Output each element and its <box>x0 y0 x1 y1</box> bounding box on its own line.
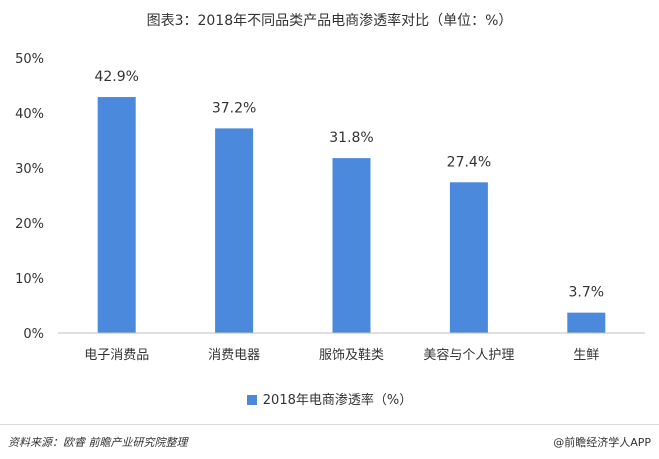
x-tick-label: 服饰及鞋类 <box>319 347 384 363</box>
y-tick-label: 20% <box>15 217 44 232</box>
y-tick-label: 10% <box>15 272 44 287</box>
source-note: 资料来源：欧睿 前瞻产业研究院整理 <box>8 436 188 449</box>
legend: 2018年电商渗透率（%） <box>0 389 659 408</box>
y-tick-label: 30% <box>15 162 44 177</box>
chart-title: 图表3：2018年不同品类产品电商渗透率对比（单位：%） <box>146 13 513 29</box>
bar-chart: 0% 10% 20% 30% 40% 50% 42.9% 37.2% 31.8% 27.4% 3.… <box>15 52 645 363</box>
x-tick-label: 美容与个人护理 <box>423 347 514 363</box>
x-tick-label: 消费电器 <box>208 348 260 363</box>
bar <box>215 128 254 333</box>
bars <box>97 97 606 333</box>
y-tick-label: 0% <box>23 327 44 342</box>
value-labels: 42.9% 37.2% 31.8% 27.4% 3.7% <box>94 69 604 301</box>
brand-label: @前瞻经济学人APP <box>553 436 651 449</box>
y-axis: 0% 10% 20% 30% 40% 50% <box>15 52 44 342</box>
data-label: 42.9% <box>94 69 138 85</box>
x-tick-label: 生鲜 <box>573 348 599 363</box>
bar <box>97 97 136 333</box>
bar <box>449 182 488 333</box>
footer: 资料来源：欧睿 前瞻产业研究院整理 @前瞻经济学人APP <box>0 424 659 459</box>
bar <box>332 158 371 333</box>
bar <box>567 312 606 333</box>
legend-swatch <box>246 395 257 405</box>
data-label: 37.2% <box>212 100 256 116</box>
data-label: 3.7% <box>569 285 605 301</box>
data-label: 31.8% <box>329 130 373 146</box>
x-axis: 电子消费品 消费电器 服饰及鞋类 美容与个人护理 生鲜 <box>58 332 645 363</box>
x-tick-label: 电子消费品 <box>84 348 149 363</box>
y-tick-label: 40% <box>15 107 44 122</box>
y-tick-label: 50% <box>15 52 44 67</box>
data-label: 27.4% <box>447 154 491 170</box>
legend-label: 2018年电商渗透率（%） <box>262 393 413 408</box>
